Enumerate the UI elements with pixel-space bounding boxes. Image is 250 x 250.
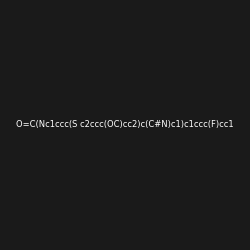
Text: O=C(Nc1ccc(S c2ccc(OC)cc2)c(C#N)c1)c1ccc(F)cc1: O=C(Nc1ccc(S c2ccc(OC)cc2)c(C#N)c1)c1ccc… bbox=[16, 120, 234, 130]
